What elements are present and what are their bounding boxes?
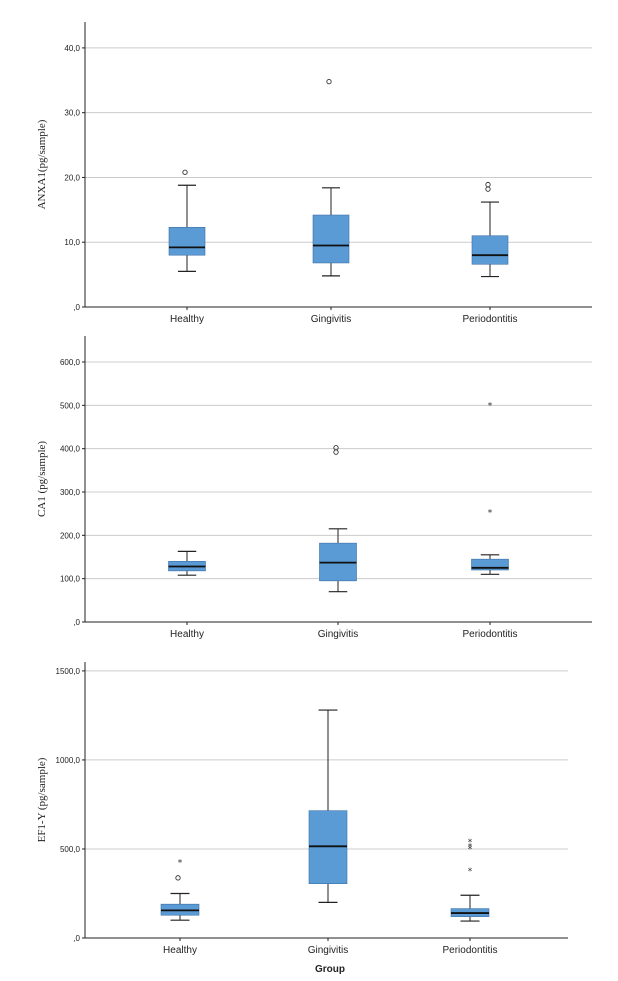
- y-tick-label: ,0: [73, 303, 80, 312]
- y-tick-label: 300,0: [60, 488, 81, 497]
- extreme-point: *: [488, 508, 493, 518]
- outlier-point: [175, 875, 181, 881]
- chart-panel-3: ,0 500,0 1000,0 1500,0 EF1-Y (pg/sample) Grou…: [36, 662, 568, 975]
- y-tick-label: 200,0: [60, 531, 81, 540]
- y-tick-label: 10,0: [64, 238, 80, 247]
- outlier-point: [485, 181, 491, 188]
- outlier-point: [333, 449, 339, 455]
- y-axis-label: EF1-Y (pg/sample): [36, 757, 48, 842]
- box-healthy: Healthy *: [160, 858, 200, 956]
- outlier-point: [326, 78, 332, 85]
- x-tick-label: Periodontitis: [442, 945, 497, 956]
- y-tick-label: ,0: [73, 618, 80, 627]
- x-tick-label: Gingivitis: [311, 314, 352, 325]
- y-tick-label: 500,0: [60, 401, 81, 410]
- y-tick-label: 1000,0: [56, 756, 81, 765]
- extreme-point: *: [488, 401, 493, 411]
- y-tick-label: 20,0: [64, 173, 80, 182]
- x-tick-label: Periodontitis: [462, 314, 517, 325]
- extreme-point: *: [468, 842, 473, 852]
- x-tick-label: Periodontitis: [462, 629, 517, 640]
- box-periodontitis: Periodontitis****: [442, 838, 497, 956]
- box-gingivitis: Gingivitis: [311, 78, 352, 325]
- x-tick-label: Healthy: [170, 314, 204, 325]
- y-tick-label: 1500,0: [56, 667, 81, 676]
- x-tick-label: Gingivitis: [308, 945, 349, 956]
- x-tick-label: Healthy: [170, 629, 204, 640]
- x-axis-label: Group: [315, 964, 345, 975]
- extreme-point: *: [178, 858, 183, 868]
- x-tick-label: Healthy: [163, 945, 197, 956]
- chart-panel-2: ,0 100,0 200,0 300,0 400,0 500,0 600,0 CA1 (pg/…: [36, 336, 592, 640]
- chart-panel-1: ,0 10,0 20,0 30,0 40,0 ANXA1(pg/sample) Health…: [36, 22, 592, 325]
- extreme-point: *: [468, 838, 473, 848]
- box-body: [471, 235, 509, 265]
- y-tick-label: 40,0: [64, 44, 80, 53]
- y-tick-label: 600,0: [60, 358, 81, 367]
- y-tick-label: 100,0: [60, 575, 81, 584]
- box-periodontitis: Periodontitis: [462, 181, 518, 325]
- box-gingivitis: Gingivitis: [308, 709, 349, 956]
- box-body: [168, 227, 206, 256]
- y-tick-label: ,0: [73, 934, 80, 943]
- box-periodontitis: Periodontitis * *: [462, 401, 517, 640]
- outlier-point: [182, 169, 188, 175]
- box-healthy: Healthy: [168, 550, 206, 640]
- y-tick-label: 400,0: [60, 445, 81, 454]
- box-healthy: Healthy: [168, 169, 206, 325]
- x-tick-label: Gingivitis: [318, 629, 359, 640]
- box-body: [312, 214, 350, 264]
- y-axis-label: CA1 (pg/sample): [36, 441, 48, 517]
- extreme-point: *: [468, 845, 473, 855]
- extreme-point: *: [468, 867, 473, 877]
- box-body: [471, 558, 509, 571]
- y-tick-label: 30,0: [64, 109, 80, 118]
- y-axis-label: ANXA1(pg/sample): [36, 119, 48, 209]
- outlier-point: [485, 186, 491, 192]
- box-gingivitis: Gingivitis: [318, 445, 359, 640]
- outlier-point: [333, 445, 339, 451]
- y-tick-label: 500,0: [60, 845, 81, 854]
